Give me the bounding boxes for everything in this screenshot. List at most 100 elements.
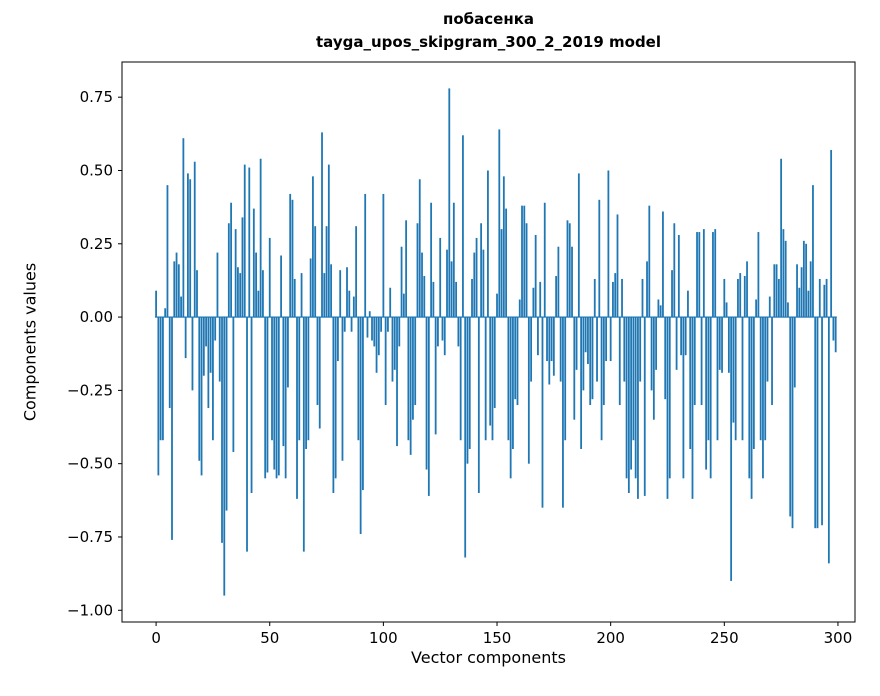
bar bbox=[502, 176, 505, 318]
bar bbox=[768, 296, 771, 318]
bar bbox=[487, 170, 489, 318]
bar bbox=[816, 317, 819, 529]
bar bbox=[457, 317, 460, 347]
bar bbox=[366, 317, 369, 338]
bar bbox=[491, 317, 494, 441]
bar bbox=[266, 317, 269, 473]
bar bbox=[250, 317, 253, 493]
y-axis-label: Components values bbox=[20, 262, 40, 422]
bar bbox=[521, 205, 523, 318]
bar bbox=[802, 240, 805, 318]
chart-title: побасенка bbox=[443, 10, 534, 28]
bar bbox=[459, 317, 462, 441]
bar bbox=[496, 293, 498, 318]
bar bbox=[243, 164, 246, 318]
bar bbox=[814, 317, 817, 529]
bar bbox=[212, 317, 214, 441]
bar bbox=[198, 317, 201, 461]
bar bbox=[591, 317, 594, 400]
bar bbox=[834, 317, 837, 353]
bar bbox=[648, 205, 651, 318]
bar bbox=[268, 237, 271, 318]
bar bbox=[191, 317, 194, 391]
bar bbox=[721, 317, 723, 373]
bar bbox=[293, 278, 296, 318]
bar bbox=[439, 237, 442, 318]
bar bbox=[171, 317, 173, 540]
bar bbox=[450, 261, 453, 318]
bar bbox=[434, 317, 437, 435]
bar bbox=[446, 249, 448, 318]
bar bbox=[637, 317, 639, 499]
bar bbox=[723, 278, 726, 318]
y-tick-label: 0.25 bbox=[80, 235, 113, 253]
bar bbox=[275, 317, 278, 479]
bar bbox=[750, 317, 753, 499]
bar bbox=[352, 296, 355, 318]
bar bbox=[312, 176, 314, 318]
bar bbox=[209, 317, 212, 373]
bar bbox=[757, 232, 760, 318]
bar bbox=[257, 290, 260, 318]
bar bbox=[791, 317, 794, 529]
bar bbox=[566, 220, 569, 318]
bar bbox=[741, 317, 744, 441]
bar bbox=[505, 208, 508, 318]
bar bbox=[593, 278, 596, 318]
bar bbox=[423, 276, 426, 318]
bar bbox=[641, 278, 644, 318]
bar bbox=[216, 252, 219, 318]
bar bbox=[489, 317, 492, 426]
bar bbox=[527, 317, 530, 464]
bar bbox=[623, 317, 626, 382]
bar bbox=[380, 317, 383, 332]
bar bbox=[698, 232, 701, 318]
bar bbox=[187, 173, 189, 318]
bar bbox=[805, 243, 808, 318]
bar bbox=[398, 317, 401, 347]
bar bbox=[289, 193, 292, 318]
x-tick-label: 300 bbox=[824, 629, 853, 647]
bar bbox=[414, 317, 417, 406]
bar bbox=[575, 317, 578, 370]
bar bbox=[321, 132, 323, 318]
x-axis-label: Vector components bbox=[411, 648, 566, 667]
bar bbox=[168, 317, 171, 408]
bar bbox=[427, 317, 430, 496]
bar bbox=[239, 273, 242, 318]
bar bbox=[389, 287, 392, 318]
bar bbox=[387, 317, 389, 332]
y-tick-label: −0.25 bbox=[67, 381, 113, 399]
bar bbox=[716, 317, 719, 441]
bar bbox=[246, 317, 248, 552]
bar bbox=[709, 317, 712, 479]
bar bbox=[305, 317, 307, 450]
bar bbox=[412, 317, 414, 420]
bar bbox=[621, 278, 623, 318]
bar bbox=[718, 317, 721, 370]
bar bbox=[332, 317, 335, 493]
bar bbox=[471, 278, 473, 318]
bar bbox=[393, 317, 396, 370]
bar bbox=[218, 317, 221, 382]
bar bbox=[348, 290, 351, 318]
bar bbox=[830, 149, 833, 318]
bar bbox=[350, 317, 353, 332]
bar bbox=[650, 317, 653, 391]
bar bbox=[234, 229, 237, 318]
x-tick-label: 200 bbox=[596, 629, 625, 647]
bar bbox=[512, 317, 514, 450]
bar bbox=[371, 317, 373, 341]
bar bbox=[443, 317, 446, 356]
bar bbox=[227, 223, 230, 318]
bar bbox=[659, 305, 662, 318]
bar bbox=[507, 317, 510, 441]
bar bbox=[582, 317, 585, 391]
bar bbox=[184, 317, 187, 359]
bar bbox=[752, 317, 755, 450]
bar bbox=[180, 296, 182, 318]
bar bbox=[452, 202, 455, 318]
bar bbox=[743, 276, 746, 318]
bar bbox=[189, 179, 192, 318]
